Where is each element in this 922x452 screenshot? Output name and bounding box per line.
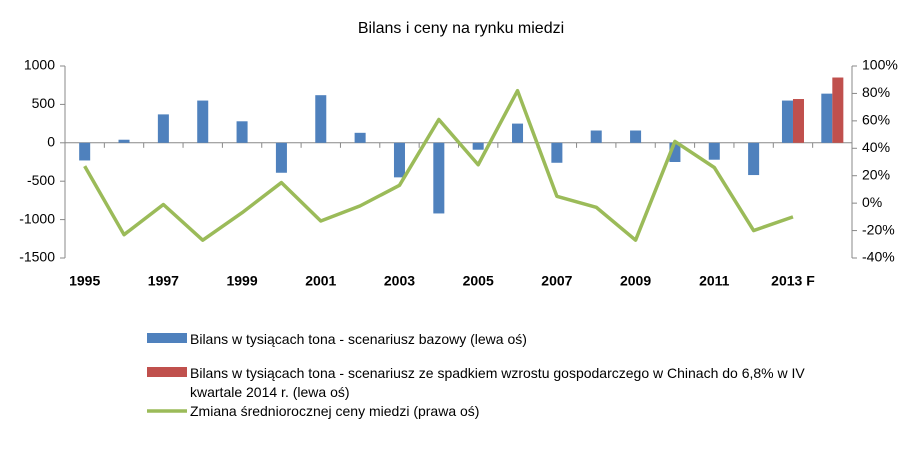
bar <box>315 95 327 143</box>
bar <box>551 142 563 163</box>
x-tick-label: 1995 <box>69 273 100 289</box>
x-tick-label: 2001 <box>305 273 336 289</box>
x-tick-label: 1999 <box>226 273 257 289</box>
bar <box>792 99 804 143</box>
y2-tick-label: 60% <box>862 112 890 128</box>
y2-tick-label: -40% <box>862 249 895 265</box>
bar <box>433 142 445 214</box>
y-tick-label: 500 <box>32 95 56 111</box>
bar <box>512 123 524 143</box>
y-tick-label: 1000 <box>24 57 55 73</box>
chart-title: Bilans i ceny na rynku miedzi <box>358 20 564 37</box>
bar <box>832 77 844 143</box>
bar <box>354 132 366 143</box>
legend-label: Bilans w tysiącach tona - scenariusz baz… <box>190 331 527 347</box>
legend-label: Zmiana średniorocznej ceny miedzi (prawa… <box>190 403 480 419</box>
bar <box>821 93 833 143</box>
y2-tick-label: 20% <box>862 166 890 182</box>
y2-tick-label: -20% <box>862 221 895 237</box>
x-tick-label: 2003 <box>384 273 415 289</box>
bar <box>197 100 209 143</box>
y-tick-label: 0 <box>47 134 55 150</box>
y-tick-label: -500 <box>27 172 55 188</box>
x-tick-label: 1997 <box>148 273 179 289</box>
y2-tick-label: 80% <box>862 84 890 100</box>
y-tick-label: -1000 <box>19 210 55 226</box>
bar <box>393 142 405 178</box>
legend-label: Bilans w tysiącach tona - scenariusz ze … <box>190 365 805 400</box>
x-tick-label: 2013 F <box>771 273 815 289</box>
x-tick-label: 2007 <box>541 273 572 289</box>
y-tick-label: -1500 <box>19 249 55 265</box>
x-tick-label: 2009 <box>620 273 651 289</box>
y2-tick-label: 40% <box>862 139 890 155</box>
x-tick-label: 2011 <box>699 273 730 289</box>
y2-tick-label: 0% <box>862 194 882 210</box>
bar <box>275 142 287 173</box>
bar <box>708 142 720 160</box>
bar <box>630 130 642 143</box>
bar <box>781 100 793 143</box>
bar <box>590 130 602 143</box>
x-tick-label: 2005 <box>463 273 494 289</box>
bar <box>157 114 169 143</box>
bar <box>669 142 681 162</box>
line <box>83 88 794 242</box>
bar <box>472 142 484 150</box>
legend-swatch <box>147 367 187 377</box>
legend-swatch <box>147 333 187 343</box>
bar <box>236 121 248 143</box>
bar <box>748 142 760 176</box>
bar <box>79 142 91 161</box>
bar <box>118 139 130 143</box>
y2-tick-label: 100% <box>862 57 898 73</box>
